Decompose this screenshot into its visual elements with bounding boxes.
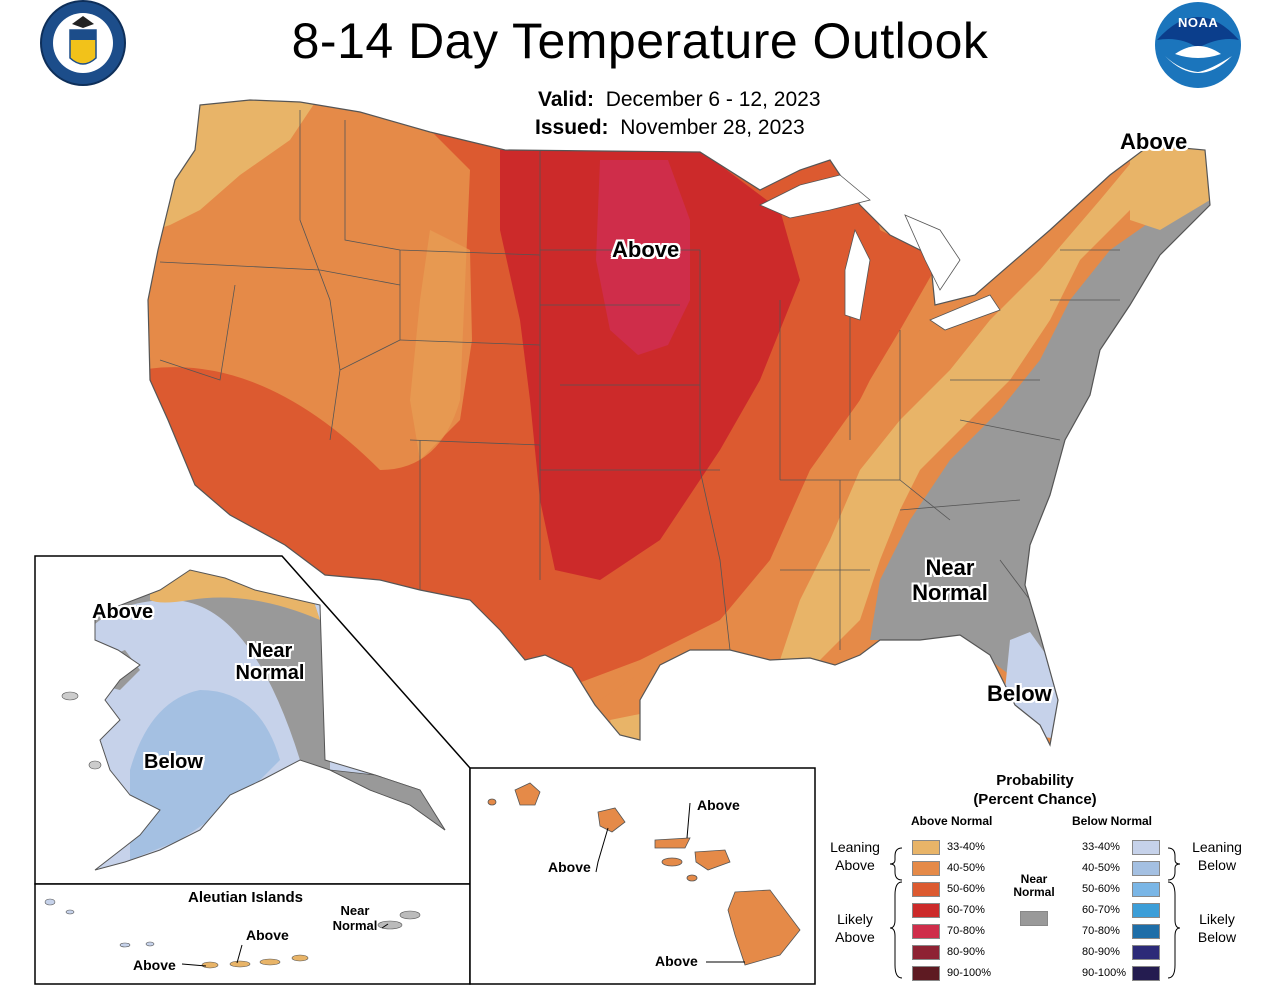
legend-above-item-label: 50-60% — [947, 883, 985, 895]
aleutian-title: Aleutian Islands — [188, 889, 304, 906]
hawaii-islands — [487, 782, 801, 966]
legend-below-item-swatch — [1132, 861, 1160, 876]
legend-title-line2: (Percent Chance) — [973, 790, 1097, 808]
legend-below-item-label: 70-80% — [1082, 925, 1120, 937]
hawaii-above-label-bottom: Above — [655, 953, 698, 969]
alaska-near-normal-label: Near Normal — [228, 640, 312, 685]
near-normal-line2: Normal — [912, 579, 988, 605]
legend-above-item-swatch — [912, 945, 940, 960]
state-boundaries — [159, 110, 1120, 651]
legend-above-header: Above Normal — [911, 814, 993, 828]
aleutian-above-label-1: Above — [133, 957, 176, 973]
legend-above-item-swatch — [912, 966, 940, 981]
noaa-logo — [1155, 2, 1241, 88]
aleutian-inset-frame — [34, 883, 471, 985]
valid-label: Valid: — [538, 88, 595, 111]
aleutian-near-normal-label: Near Normal — [325, 903, 385, 933]
legend-near-line1: Near — [1020, 872, 1048, 886]
conus-above-label: Above — [612, 237, 680, 262]
legend-above-item-label: 90-100% — [947, 967, 992, 979]
alaska-above-label: Above — [92, 601, 154, 623]
aleutian-near-line1: Near — [340, 903, 370, 918]
legend-below-item-swatch — [1132, 840, 1160, 855]
legend-above-item-swatch — [912, 840, 940, 855]
legend-below-header: Below Normal — [1072, 814, 1153, 828]
legend-leaning-below-line2: Below — [1197, 856, 1237, 873]
legend-above-item-swatch — [912, 903, 940, 918]
legend-above-item-label: 70-80% — [947, 925, 985, 937]
florida-below-label: Below — [987, 681, 1052, 706]
legend-above-item-swatch — [912, 861, 940, 876]
legend-below-item-swatch — [1132, 924, 1160, 939]
legend-above-item-swatch — [912, 924, 940, 939]
hawaii-above-label-left: Above — [548, 859, 591, 875]
near-normal-label: Near Normal — [900, 555, 1000, 605]
doc-seal-logo — [40, 0, 126, 86]
great-lakes — [759, 174, 1001, 331]
legend-likely-below-line1: Likely — [1199, 911, 1235, 927]
near-normal-line1: Near — [925, 555, 975, 580]
legend-below-item-swatch — [1132, 903, 1160, 918]
legend-below-item-label: 90-100% — [1082, 967, 1127, 979]
northeast-above-label: Above — [1120, 129, 1188, 154]
legend-likely-above-line2: Above — [835, 928, 875, 945]
legend-below-item-label: 60-70% — [1082, 904, 1120, 916]
alaska-near-line2: Normal — [235, 662, 305, 685]
aleutian-near-line2: Normal — [332, 917, 378, 933]
legend-above-item-swatch — [912, 882, 940, 897]
legend-likely-above-line1: Likely — [837, 911, 873, 927]
legend-below-item-label: 33-40% — [1082, 841, 1120, 853]
legend-near-header: Near Normal — [1010, 872, 1058, 900]
legend-leaning-above-line2: Above — [835, 856, 875, 873]
legend-leaning-below: Leaning Below — [1186, 839, 1248, 874]
legend-leaning-above-line1: Leaning — [830, 839, 880, 855]
noaa-logo-text: NOAA — [1178, 15, 1219, 30]
legend-leaning-above: Leaning Above — [824, 839, 886, 874]
legend-below-item-swatch — [1132, 882, 1160, 897]
legend-brackets — [889, 847, 1181, 979]
legend-title-line1: Probability — [996, 772, 1074, 789]
legend-near-line2: Normal — [1013, 885, 1055, 900]
legend-above-item-label: 40-50% — [947, 862, 985, 874]
aleutian-above-label-2: Above — [246, 927, 289, 943]
legend-above-item-label: 60-70% — [947, 904, 985, 916]
legend-leaning-below-line1: Leaning — [1192, 839, 1242, 855]
legend-likely-above: Likely Above — [824, 911, 886, 946]
legend-below-item-label: 40-50% — [1082, 862, 1120, 874]
valid-dates: December 6 - 12, 2023 — [605, 88, 821, 111]
legend-title: Probability (Percent Chance) — [930, 772, 1140, 810]
legend-below-item-label: 50-60% — [1082, 883, 1120, 895]
legend-near-normal-swatch — [1020, 911, 1048, 926]
legend-below-item-label: 80-90% — [1082, 946, 1120, 958]
legend-below-item-swatch — [1132, 966, 1160, 981]
hawaii-above-label-top: Above — [697, 797, 740, 813]
issued-date: November 28, 2023 — [620, 116, 805, 139]
legend-above-item-label: 80-90% — [947, 946, 985, 958]
legend-likely-below-line2: Below — [1197, 928, 1237, 945]
page-title: 8-14 Day Temperature Outlook — [291, 13, 989, 69]
alaska-near-line1: Near — [247, 640, 293, 662]
issued-label: Issued: — [535, 116, 609, 139]
alaska-below-label: Below — [144, 751, 203, 773]
legend-above-item-label: 33-40% — [947, 841, 985, 853]
issued-row: Issued: November 28, 2023 — [535, 116, 805, 140]
valid-row: Valid: December 6 - 12, 2023 — [538, 88, 821, 112]
legend-below-item-swatch — [1132, 945, 1160, 960]
legend-likely-below: Likely Below — [1186, 911, 1248, 946]
